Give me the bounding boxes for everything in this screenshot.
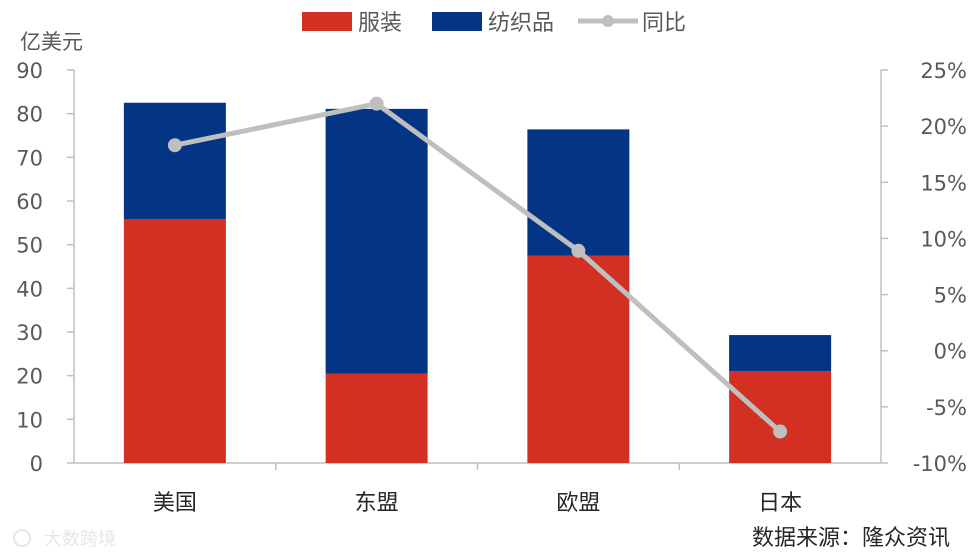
bars [123,102,832,463]
bar-apparel-1 [325,373,428,463]
yoy-line-series [167,96,788,439]
bar-apparel-3 [729,371,832,463]
y-tick-label-right: -5% [926,396,967,420]
x-axis-labels: 美国 东盟 欧盟 日本 [153,463,802,516]
y-tick-label-left: 0 [30,452,43,476]
bar-textiles-1 [325,108,428,374]
bar-textiles-3 [729,335,832,372]
y-tick-label-left: 60 [16,190,43,214]
watermark-text: 大数跨境 [44,529,116,550]
y-tick-label-left: 90 [16,59,43,83]
source-label: 数据来源：隆众资讯 [752,526,950,551]
legend-label-apparel: 服装 [358,11,402,36]
y-tick-label-left: 80 [16,103,43,127]
y-tick-label-right: -10% [913,452,967,476]
yoy-point-3 [773,424,788,439]
y-axis-unit-label: 亿美元 [20,30,83,54]
y-tick-label-left: 30 [16,321,43,345]
y-tick-label-left: 70 [16,146,43,170]
legend-marker-yoy [602,15,614,27]
legend-swatch-textiles [432,12,482,31]
y-tick-label-right: 20% [920,115,967,139]
y-axis-left-ticks: 0 10 20 30 40 50 60 70 80 90 [16,59,74,476]
x-category-label: 日本 [758,491,802,516]
bar-textiles-2 [527,129,630,256]
y-tick-label-left: 50 [16,234,43,258]
watermark-logo-icon [13,529,31,547]
legend: 服装 纺织品 同比 [302,11,686,36]
y-tick-label-right: 5% [934,284,967,308]
x-category-label: 美国 [153,491,197,516]
bar-apparel-0 [123,219,226,463]
bar-textiles-0 [123,102,226,220]
yoy-point-1 [369,96,384,111]
bar-apparel-2 [527,255,630,463]
y-tick-label-right: 25% [920,59,967,83]
y-tick-label-left: 20 [16,365,43,389]
yoy-point-2 [571,243,586,258]
yoy-point-0 [167,138,182,153]
legend-label-yoy: 同比 [642,11,686,36]
yoy-line [174,101,782,434]
y-tick-label-left: 40 [16,277,43,301]
x-category-label: 欧盟 [556,491,600,516]
y-tick-label-right: 0% [934,340,967,364]
x-category-label: 东盟 [355,491,399,516]
y-tick-label-right: 10% [920,227,967,251]
y-tick-label-right: 15% [920,171,967,195]
watermark: 大数跨境 [13,529,116,550]
legend-label-textiles: 纺织品 [488,11,554,36]
y-axis-right-ticks: -10% -5% 0% 5% 10% 15% 20% 25% [881,59,967,476]
legend-swatch-apparel [302,12,352,31]
y-tick-label-left: 10 [16,408,43,432]
